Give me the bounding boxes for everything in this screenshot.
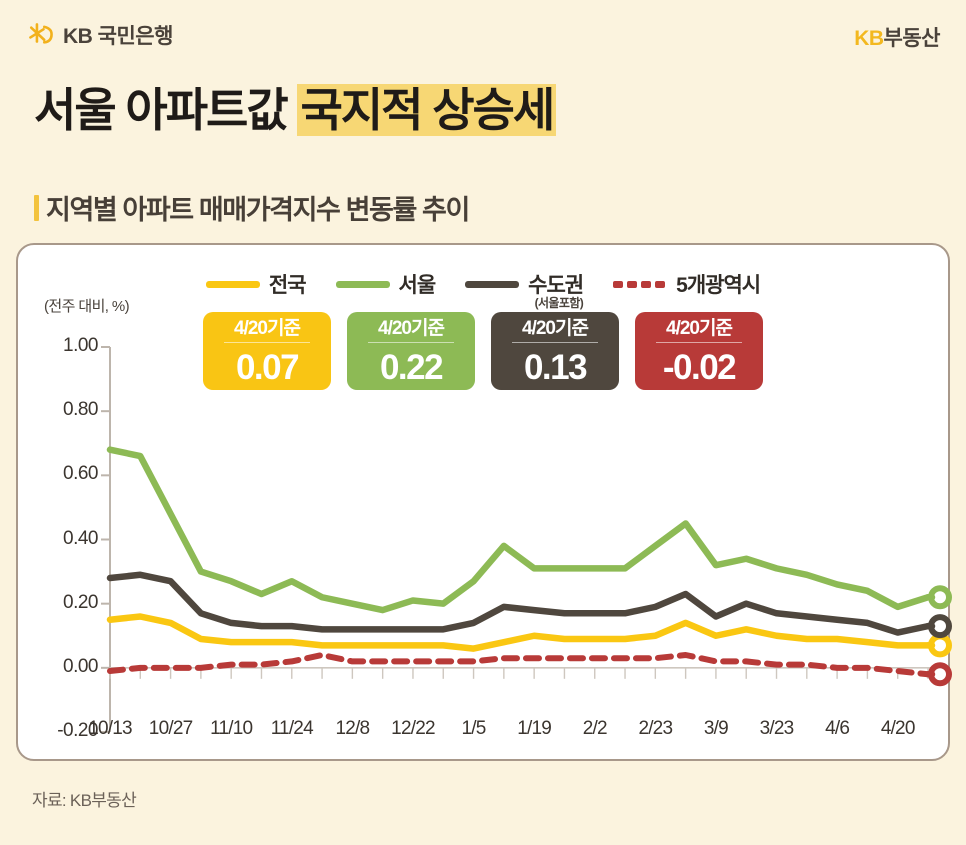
y-tick-label: 0.60 (63, 463, 98, 485)
end-marker-전국 (928, 633, 952, 658)
series-line-수도권 (106, 571, 932, 636)
badge-value: 0.13 (523, 348, 588, 387)
legend-label-5개광역시: 5개광역시 (676, 274, 761, 297)
value-badge-서울: 4/20기준 0.22 (347, 312, 475, 390)
badge-date: 4/20기준 (656, 319, 742, 343)
legend-label-서울: 서울 (398, 274, 437, 297)
end-marker-5개광역시 (928, 662, 952, 687)
x-tick-label: 10/27 (148, 718, 193, 739)
legend-item-서울: 서울 (335, 269, 437, 299)
page-header: KB 국민은행 KB부동산 (0, 0, 966, 72)
value-badge-수도권: 4/20기준 0.13 (491, 312, 619, 390)
y-tick-label: 0.00 (63, 655, 98, 677)
x-tick-label: 1/19 (517, 718, 552, 739)
page-subtitle: 지역별 아파트 매매가격지수 변동률 추이 (34, 188, 470, 227)
chart-legend: 전국 서울 수도권 (서울포함) 5개광역시 (18, 269, 948, 310)
kb-star-icon (29, 23, 53, 44)
legend-swatch-전국 (205, 280, 260, 288)
x-tick-label: 12/22 (391, 718, 435, 739)
y-tick-label: 0.20 (63, 591, 98, 613)
kb-kookmin-bank-logo: KB 국민은행 (28, 20, 173, 50)
kb-realestate-logo: KB부동산 (854, 22, 940, 52)
page-title-highlight: 국지적 상승세 (297, 84, 557, 136)
value-badge-5개광역시: 4/20기준 -0.02 (635, 312, 763, 390)
x-tick-label: 2/2 (582, 718, 608, 739)
legend-sublabel-수도권: (서울포함) (534, 296, 584, 310)
series-line-5개광역시 (107, 652, 931, 678)
y-tick-label: 0.40 (63, 527, 98, 549)
x-tick-label: 3/23 (759, 718, 795, 739)
x-tick-label: 1/5 (461, 718, 487, 739)
source-note: 자료: KB부동산 (32, 791, 137, 810)
kb-realestate-kb: KB (854, 27, 884, 50)
y-axis-unit-label: (전주 대비, %) (44, 298, 130, 315)
x-tick-label: 4/20 (880, 718, 916, 739)
page-title-plain: 서울 아파트값 (34, 84, 289, 136)
kb-kookmin-bank-label: KB 국민은행 (63, 25, 173, 48)
chart-card: 전국 서울 수도권 (서울포함) 5개광역시 4/20기준 0.07 4/20기준 0.22 4… (16, 243, 952, 761)
x-tick-label: 12/8 (335, 718, 370, 739)
subtitle-accent-bar (34, 194, 39, 221)
value-badges: 4/20기준 0.07 4/20기준 0.22 4/20기준 0.13 4/20기준 -0.0… (18, 312, 948, 390)
legend-item-5개광역시: 5개광역시 (613, 269, 761, 299)
badge-date: 4/20기준 (368, 319, 454, 343)
kb-realestate-sub: 부동산 (883, 27, 941, 50)
subtitle-text: 지역별 아파트 매매가격지수 변동률 추이 (46, 195, 470, 225)
badge-date: 4/20기준 (512, 319, 598, 343)
legend-swatch-수도권 (465, 280, 520, 288)
x-tick-label: 10/13 (88, 718, 132, 739)
legend-swatch-서울 (335, 280, 390, 288)
end-marker-서울 (928, 585, 952, 610)
x-tick-label: 4/6 (825, 718, 850, 739)
legend-label-전국: 전국 (268, 274, 307, 297)
legend-item-전국: 전국 (205, 269, 307, 299)
legend-label-수도권: 수도권 (528, 274, 584, 297)
series-line-전국 (106, 613, 932, 652)
badge-value: 0.07 (235, 348, 300, 387)
x-tick-label: 11/10 (210, 718, 253, 739)
x-tick-label: 3/9 (703, 718, 729, 739)
badge-value: -0.02 (662, 348, 737, 387)
y-tick-label: 0.80 (63, 399, 98, 421)
page-title: 서울 아파트값 국지적 상승세 (34, 84, 557, 137)
badge-value: 0.22 (379, 348, 444, 387)
badge-date: 4/20기준 (224, 319, 310, 343)
x-tick-label: 2/23 (638, 718, 673, 739)
legend-item-수도권: 수도권 (서울포함) (465, 269, 584, 310)
series-line-서울 (106, 446, 932, 614)
legend-swatch-5개광역시 (613, 280, 667, 288)
value-badge-전국: 4/20기준 0.07 (203, 312, 331, 390)
end-marker-수도권 (928, 614, 952, 639)
x-tick-label: 11/24 (270, 718, 314, 739)
y-tick-label: -0.20 (57, 720, 98, 741)
